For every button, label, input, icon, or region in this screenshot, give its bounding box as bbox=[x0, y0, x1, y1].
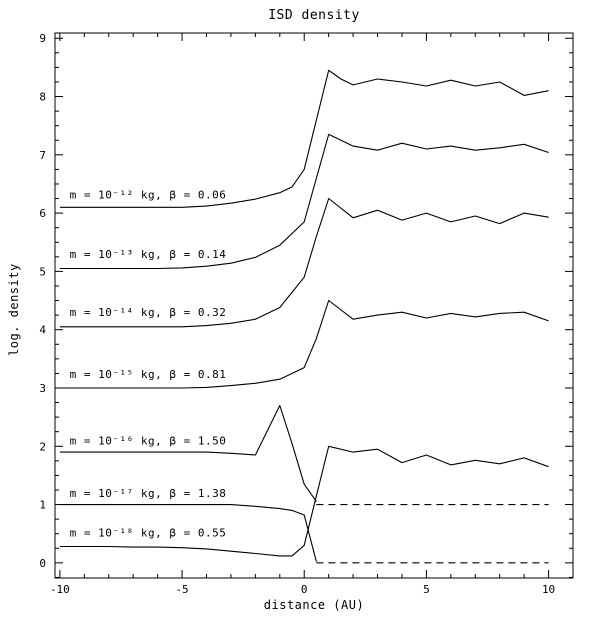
x-axis-label: distance (AU) bbox=[263, 598, 365, 612]
x-tick-label: -10 bbox=[50, 583, 70, 596]
y-tick-label: 6 bbox=[39, 207, 46, 220]
x-tick-label: 10 bbox=[542, 583, 555, 596]
series-inline-label-m=1e-15kg: m = 10⁻¹⁵ kg, β = 0.81 bbox=[70, 368, 227, 381]
y-tick-label: 4 bbox=[39, 324, 46, 337]
y-tick-label: 5 bbox=[39, 265, 46, 278]
series-inline-label-m=1e-18kg: m = 10⁻¹⁸ kg, β = 0.55 bbox=[70, 527, 227, 540]
series-curve-m=1e-12kg bbox=[59, 69, 549, 208]
x-tick-label: 0 bbox=[301, 583, 308, 596]
series-labels: m = 10⁻¹² kg, β = 0.06 m = 10⁻¹³ kg, β = … bbox=[70, 188, 227, 540]
plot-frame bbox=[54, 32, 574, 579]
plot-title: ISD density bbox=[268, 8, 360, 23]
series-curves bbox=[59, 69, 549, 564]
x-tick-label: -5 bbox=[175, 583, 188, 596]
y-tick-label: 7 bbox=[39, 149, 46, 162]
series-curve-m=1e-16kg bbox=[59, 404, 317, 502]
series-inline-label-m=1e-16kg: m = 10⁻¹⁶ kg, β = 1.50 bbox=[70, 434, 227, 447]
y-tick-label: 9 bbox=[39, 32, 46, 45]
series-curve-m=1e-15kg bbox=[59, 299, 549, 389]
series-inline-label-m=1e-13kg: m = 10⁻¹³ kg, β = 0.14 bbox=[70, 248, 227, 261]
series-curve-m=1e-13kg bbox=[59, 133, 549, 270]
series-inline-label-m=1e-12kg: m = 10⁻¹² kg, β = 0.06 bbox=[70, 188, 227, 201]
y-tick-label: 3 bbox=[39, 382, 46, 395]
series-curve-m=1e-17kg bbox=[59, 504, 317, 562]
axes: -10 -5 0 5 10 0 1 2 3 4 5 6 7 8 9 bbox=[39, 32, 574, 596]
series-inline-label-m=1e-17kg: m = 10⁻¹⁷ kg, β = 1.38 bbox=[70, 487, 227, 500]
y-tick-label: 0 bbox=[39, 557, 46, 570]
series-curve-m=1e-18kg bbox=[59, 445, 549, 557]
series-curve-m=1e-14kg bbox=[59, 197, 549, 328]
y-tick-label: 2 bbox=[39, 440, 46, 453]
y-tick-label: 1 bbox=[39, 499, 46, 512]
y-tick-label: 8 bbox=[39, 91, 46, 104]
series-inline-label-m=1e-14kg: m = 10⁻¹⁴ kg, β = 0.32 bbox=[70, 306, 227, 319]
x-tick-label: 5 bbox=[423, 583, 430, 596]
